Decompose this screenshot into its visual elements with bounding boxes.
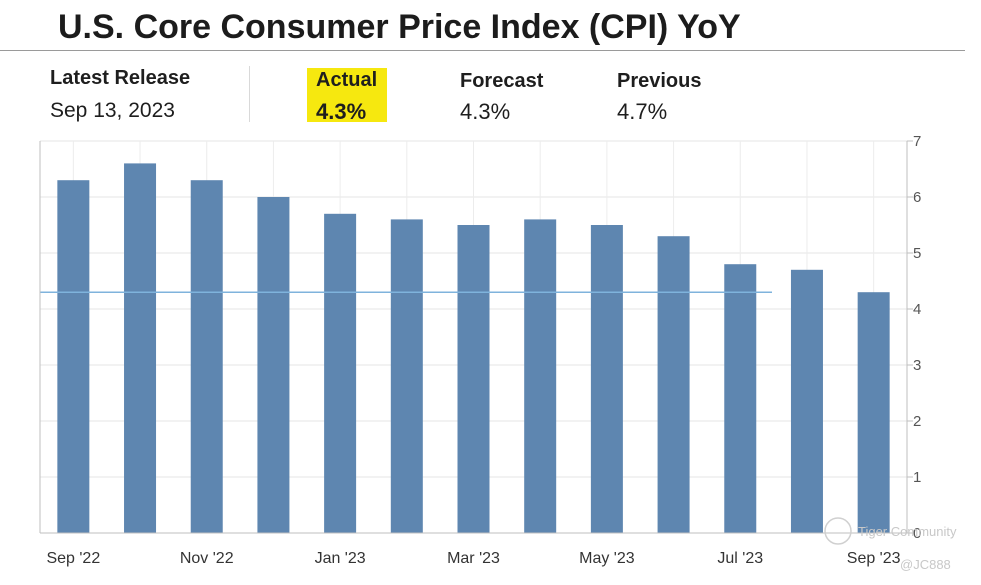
- y-tick-label: 7: [913, 133, 921, 150]
- x-tick-label: Jul '23: [717, 550, 763, 567]
- x-tick-label: May '23: [579, 550, 635, 567]
- bar-9: [657, 236, 690, 533]
- stats-divider: [249, 66, 250, 122]
- bar-3: [257, 197, 290, 533]
- x-tick-label: Sep '23: [847, 550, 901, 567]
- bar-10: [724, 264, 757, 533]
- watermark-user: @JC888: [900, 557, 951, 572]
- y-tick-label: 6: [913, 189, 921, 206]
- latest-release-date: Sep 13, 2023: [50, 99, 175, 122]
- bar-4: [324, 213, 357, 534]
- forecast-value: 4.3%: [460, 99, 511, 124]
- watermark: Tiger Community @JC888: [824, 517, 957, 572]
- y-tick-label: 3: [913, 357, 921, 374]
- x-tick-label: Mar '23: [447, 550, 500, 567]
- y-tick-label: 4: [913, 301, 921, 318]
- bar-11: [790, 269, 823, 533]
- y-tick-label: 1: [913, 469, 921, 486]
- page-title: U.S. Core Consumer Price Index (CPI) YoY: [58, 8, 741, 46]
- actual-value: 4.3%: [316, 99, 367, 124]
- bar-0: [57, 180, 90, 533]
- bar-8: [590, 225, 623, 533]
- title-divider: [0, 50, 965, 51]
- y-tick-label: 0: [913, 525, 921, 542]
- actual-label: Actual: [316, 69, 378, 91]
- bar-12: [857, 292, 890, 533]
- y-tick-label: 5: [913, 245, 921, 262]
- latest-release-label: Latest Release: [50, 67, 191, 89]
- bar-7: [524, 219, 557, 533]
- bar-6: [457, 225, 490, 533]
- x-tick-label: Nov '22: [180, 550, 234, 567]
- x-tick-label: Jan '23: [315, 550, 366, 567]
- previous-label: Previous: [617, 70, 702, 92]
- watermark-community: Tiger Community: [858, 524, 957, 539]
- chart-bars: [40, 163, 890, 534]
- x-tick-label: Sep '22: [46, 550, 100, 567]
- bar-5: [390, 219, 423, 533]
- forecast-label: Forecast: [460, 70, 544, 92]
- previous-value: 4.7%: [617, 99, 668, 124]
- bar-2: [190, 180, 223, 533]
- y-tick-label: 2: [913, 413, 921, 430]
- chart-axes: [39, 140, 913, 534]
- actual-highlight: [307, 68, 387, 122]
- tiger-logo-icon: [824, 517, 852, 545]
- bar-1: [124, 163, 157, 533]
- chart-labels: 0 1 2 3 4 5 6 7 Sep '22 Nov '22 Jan '23 Mar '23 May …: [46, 133, 921, 567]
